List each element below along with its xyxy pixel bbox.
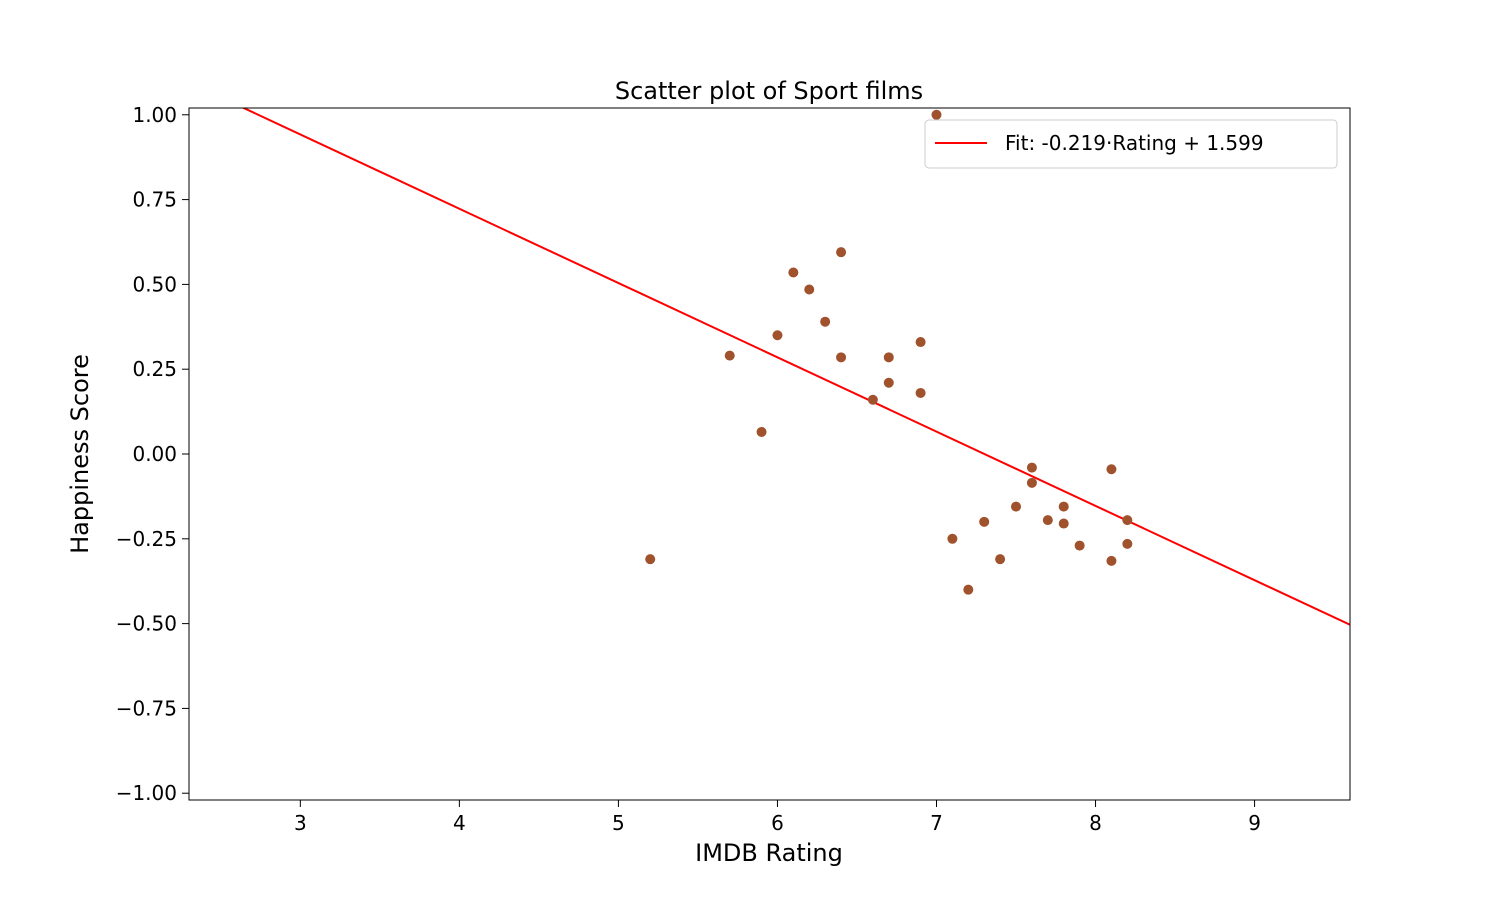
data-point — [1042, 515, 1053, 526]
data-point — [1122, 515, 1133, 526]
x-tick-label: 8 — [1089, 811, 1102, 835]
chart-title: Scatter plot of Sport films — [615, 77, 923, 105]
data-point — [1074, 540, 1085, 551]
data-point — [1122, 538, 1133, 549]
x-tick-label: 9 — [1248, 811, 1261, 835]
y-tick-label: 0.25 — [132, 357, 177, 381]
y-tick-label: −0.50 — [116, 612, 177, 636]
y-tick-label: 1.00 — [132, 103, 177, 127]
y-tick-label: 0.00 — [132, 442, 177, 466]
data-point — [883, 352, 894, 363]
data-point — [1026, 477, 1037, 488]
y-tick-label: 0.50 — [132, 272, 177, 296]
data-point — [1106, 555, 1117, 566]
x-tick-label: 3 — [294, 811, 307, 835]
data-point — [915, 387, 926, 398]
data-point — [788, 267, 799, 278]
y-tick-label: −1.00 — [116, 781, 177, 805]
x-tick-label: 6 — [771, 811, 784, 835]
x-tick-label: 4 — [453, 811, 466, 835]
data-point — [804, 284, 815, 295]
x-tick-label: 7 — [930, 811, 943, 835]
data-point — [1106, 464, 1117, 475]
legend: Fit: -0.219·Rating + 1.599 — [924, 119, 1338, 169]
data-point — [947, 533, 958, 544]
data-point — [995, 554, 1006, 565]
y-axis-label: Happiness Score — [66, 354, 94, 554]
data-point — [724, 350, 735, 361]
data-point — [836, 352, 847, 363]
data-point — [931, 109, 942, 120]
plot-area — [241, 108, 1350, 626]
data-point — [645, 554, 656, 565]
data-point — [883, 377, 894, 388]
y-tick-label: −0.75 — [116, 696, 177, 720]
data-point — [1011, 501, 1022, 512]
data-point — [772, 330, 783, 341]
y-tick-label: 0.75 — [132, 188, 177, 212]
x-tick-label: 5 — [612, 811, 625, 835]
data-point — [979, 516, 990, 527]
fit-line — [241, 108, 1350, 626]
data-point — [820, 316, 831, 327]
legend-fit-label: Fit: -0.219·Rating + 1.599 — [1005, 131, 1264, 155]
data-point — [915, 337, 926, 348]
data-point — [836, 247, 847, 258]
data-point — [963, 584, 974, 595]
data-point — [1058, 501, 1069, 512]
data-point — [756, 426, 767, 437]
data-point — [867, 394, 878, 405]
legend-box — [924, 119, 1338, 169]
y-tick-label: −0.25 — [116, 527, 177, 551]
data-point — [1026, 462, 1037, 473]
data-point — [1058, 518, 1069, 529]
x-axis-label: IMDB Rating — [695, 839, 843, 867]
axis-ticks: 3 4 5 6 7 8 9 1.00 0.75 0.50 0.25 0.00 −0.25 −0.50 −0.… — [116, 103, 1261, 835]
